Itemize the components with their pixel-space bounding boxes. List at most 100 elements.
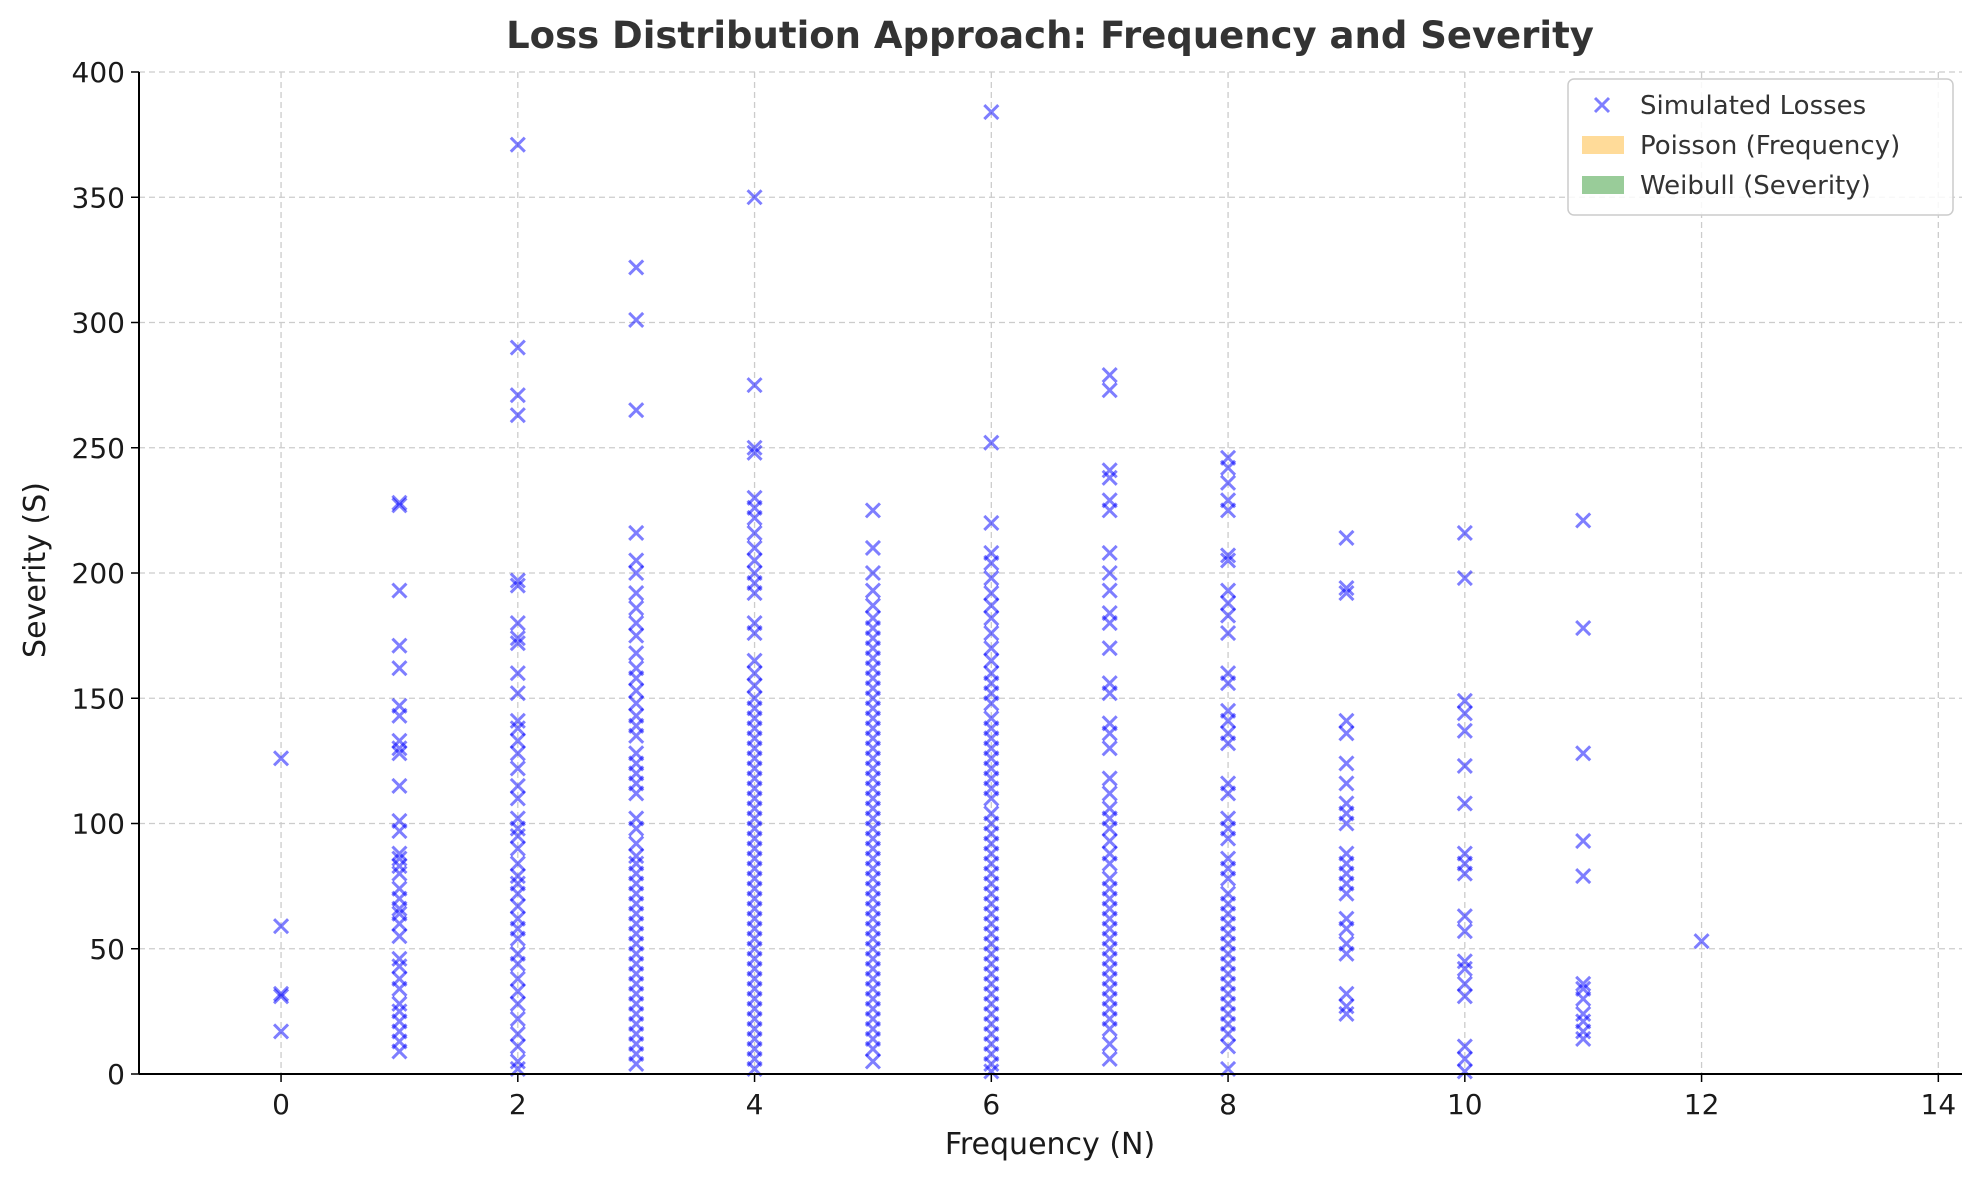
data-point [1220,594,1237,612]
data-point [1220,459,1237,476]
data-point [983,790,1000,807]
data-point [1338,815,1355,832]
data-point [1220,1025,1237,1042]
data-point [1101,1020,1118,1037]
y-tick-label: 400 [72,56,125,89]
data-point [1338,885,1355,902]
data-point [391,900,408,917]
data-point [628,402,645,419]
data-point [391,845,408,862]
data-point [1575,990,1592,1007]
data-point [1575,1023,1592,1040]
y-tick-label: 350 [72,181,125,214]
data-point [983,625,1000,642]
data-point [1456,975,1473,992]
data-point [983,104,1000,121]
data-point [391,745,408,762]
data-point [1101,615,1118,632]
data-point [509,1025,526,1042]
data-point [391,707,408,724]
data-point [628,524,645,541]
data-point [983,1055,1000,1073]
data-point [746,665,763,682]
data-point [1220,735,1237,752]
data-point [1575,832,1592,850]
data-point [1575,620,1592,637]
data-point [1101,855,1118,872]
y-tick-label: 150 [72,682,125,715]
data-point [1575,512,1592,529]
data-point [864,564,881,582]
data-point [509,827,526,845]
data-point [391,637,408,654]
x-tick-label: 12 [1684,1088,1720,1121]
data-point [746,377,763,394]
data-point [628,645,645,662]
data-point [864,1040,881,1058]
data-point [746,625,763,642]
data-point [746,444,763,461]
tick-labels: 0 2 4 6 8 10 12 14 0 50 100 150 200 250 300 350 400 [72,56,1957,1121]
data-point [1456,865,1473,882]
data-point [391,980,408,997]
data-point [1220,552,1237,569]
data-point [983,640,1000,657]
legend-swatch [1582,136,1624,154]
data-point [272,985,290,1002]
x-tick-label: 2 [509,1088,527,1121]
data-point [509,995,526,1012]
data-point [983,569,1000,587]
data-point [1338,712,1355,729]
legend-label: Poisson (Frequency) [1640,131,1900,161]
data-point [983,597,1000,614]
data-point [509,407,526,424]
data-point [628,584,645,602]
data-point [1456,757,1473,774]
y-tick-label: 50 [89,933,125,966]
data-point [628,820,645,837]
data-point [509,983,526,1000]
x-tick-label: 10 [1447,1088,1483,1121]
data-point [1338,579,1355,597]
data-point [391,865,408,882]
data-point [1220,785,1237,802]
data-point [1101,740,1118,757]
data-point [391,995,408,1012]
data-point [864,539,881,557]
data-point [746,439,763,456]
data-point [628,835,645,852]
data-point [391,497,408,514]
data-point [272,1023,290,1040]
data-point [628,311,645,329]
legend-marker-icon [1593,96,1611,114]
data-point [1220,582,1237,599]
data-point [1338,725,1355,742]
data-point [1101,770,1118,787]
data-point [1338,985,1355,1002]
data-point [1220,547,1237,564]
data-point [628,695,645,712]
data-point [628,600,645,617]
data-point [391,494,408,511]
data-point [1338,920,1355,937]
data-point [391,1043,408,1060]
data-point [628,552,645,569]
data-point [509,777,526,794]
x-tick-label: 8 [1219,1088,1237,1121]
data-point [509,898,526,915]
data-point [509,930,526,947]
data-point [272,988,290,1005]
data-point [983,554,1000,572]
data-point [1101,382,1118,399]
data-point [391,582,408,599]
data-point [983,1063,1000,1080]
x-tick-label: 6 [982,1088,1000,1121]
data-point [391,660,408,677]
data-point [983,514,1000,531]
data-point [1575,975,1592,992]
data-point [1456,988,1473,1005]
x-tick-label: 4 [746,1088,764,1121]
axes [131,71,1962,1082]
